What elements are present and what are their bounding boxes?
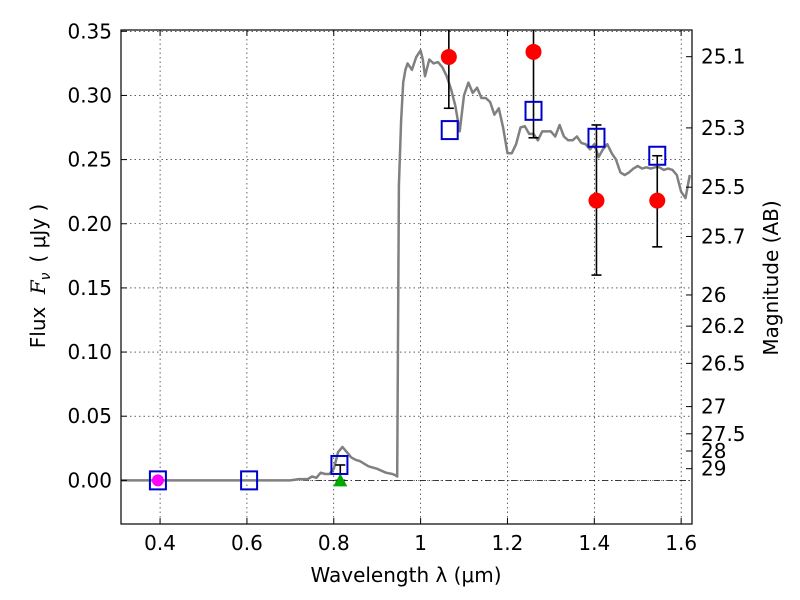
model-band-flux-point <box>440 120 459 141</box>
model-band-flux-point <box>648 145 667 166</box>
y-tick-label: 0.10 <box>67 340 112 364</box>
model-sed-line <box>121 49 692 482</box>
magnitude-tick-label: 26.2 <box>701 314 746 338</box>
upper-limit-point <box>333 473 348 487</box>
x-tick-label: 0.4 <box>144 531 176 555</box>
y-tick-label: 0.35 <box>67 19 112 43</box>
magnitude-tick-label: 29 <box>701 457 726 481</box>
magnitude-tick-label: 26 <box>701 283 726 307</box>
model-band-flux-point <box>524 100 543 121</box>
y-tick-label: 0.25 <box>67 148 112 172</box>
magnitude-tick-label: 25.7 <box>701 224 746 248</box>
x-tick-label: 1.6 <box>665 531 697 555</box>
x-tick-label: 1.4 <box>578 531 610 555</box>
data-markers <box>148 43 667 491</box>
x-axis-label: Wavelength λ (μm) <box>310 563 501 587</box>
y-tick-label: 0.00 <box>67 468 112 492</box>
observed-flux-point <box>440 48 457 65</box>
x-tick-label: 1 <box>414 531 427 555</box>
y-tick-label: 0.05 <box>67 404 112 428</box>
y-axis-label-subscript: ν <box>38 272 54 280</box>
y-tick-label: 0.15 <box>67 276 112 300</box>
x-axis-ticks: 0.4 0.6 0.8 1 1.2 1.4 1.6 <box>144 30 697 555</box>
magnitude-tick-label: 26.5 <box>701 351 746 375</box>
y-axis-label-symbol: F <box>26 279 50 295</box>
magnitude-tick-label: 25.3 <box>701 116 746 140</box>
y-axis-label: Flux Fν ( μJy ) <box>26 204 54 348</box>
error-bars <box>335 30 663 482</box>
y-tick-label: 0.20 <box>67 212 112 236</box>
x-tick-label: 0.8 <box>318 531 350 555</box>
x-tick-label: 0.6 <box>231 531 263 555</box>
blue-band-point <box>151 474 164 487</box>
model-band-flux-point <box>240 470 259 491</box>
magnitude-tick-label: 27 <box>701 395 726 419</box>
plot-frame <box>120 29 693 525</box>
magnitude-tick-label: 25.5 <box>701 175 746 199</box>
observed-flux-point <box>588 192 605 209</box>
model-band-flux-point <box>587 127 606 148</box>
y-axis-label-prefix: Flux <box>26 300 50 348</box>
model-band-flux-point <box>330 454 349 475</box>
y-axis-label-unit: ( μJy ) <box>26 204 50 263</box>
model-sed-curve-group <box>121 49 692 482</box>
magnitude-axis-label: Magnitude (AB) <box>759 200 783 355</box>
x-tick-label: 1.2 <box>492 531 524 555</box>
grid-lines <box>121 30 692 524</box>
observed-flux-point <box>525 43 542 60</box>
model-band-flux-point <box>148 470 167 491</box>
y-tick-label: 0.30 <box>67 83 112 107</box>
magnitude-tick-label: 25.1 <box>701 45 746 69</box>
y-axis-ticks: 0.00 0.05 0.10 0.15 0.20 0.25 0.30 0.35 <box>67 19 127 492</box>
magnitude-tick-label: 28 <box>701 439 726 463</box>
magnitude-tick-label: 27.5 <box>701 422 746 446</box>
observed-flux-point <box>649 192 666 209</box>
